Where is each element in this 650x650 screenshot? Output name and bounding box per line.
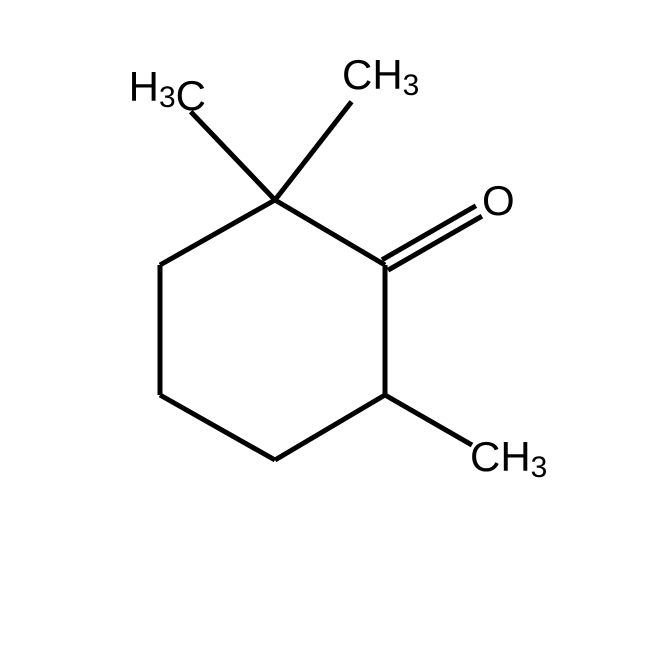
atom-label: CH3 [470,433,547,484]
bond [385,395,472,445]
bond [275,200,385,265]
atom-label: H3C [129,63,206,119]
atom-label: O [482,177,515,224]
bond [275,102,352,200]
bond [160,200,275,265]
bond [275,395,385,460]
bond [160,395,275,460]
bond [382,206,476,260]
atom-label: CH3 [342,51,419,102]
molecule-diagram: O H3C CH3 CH3 [0,0,650,650]
bond [191,112,275,200]
bond [388,216,482,270]
